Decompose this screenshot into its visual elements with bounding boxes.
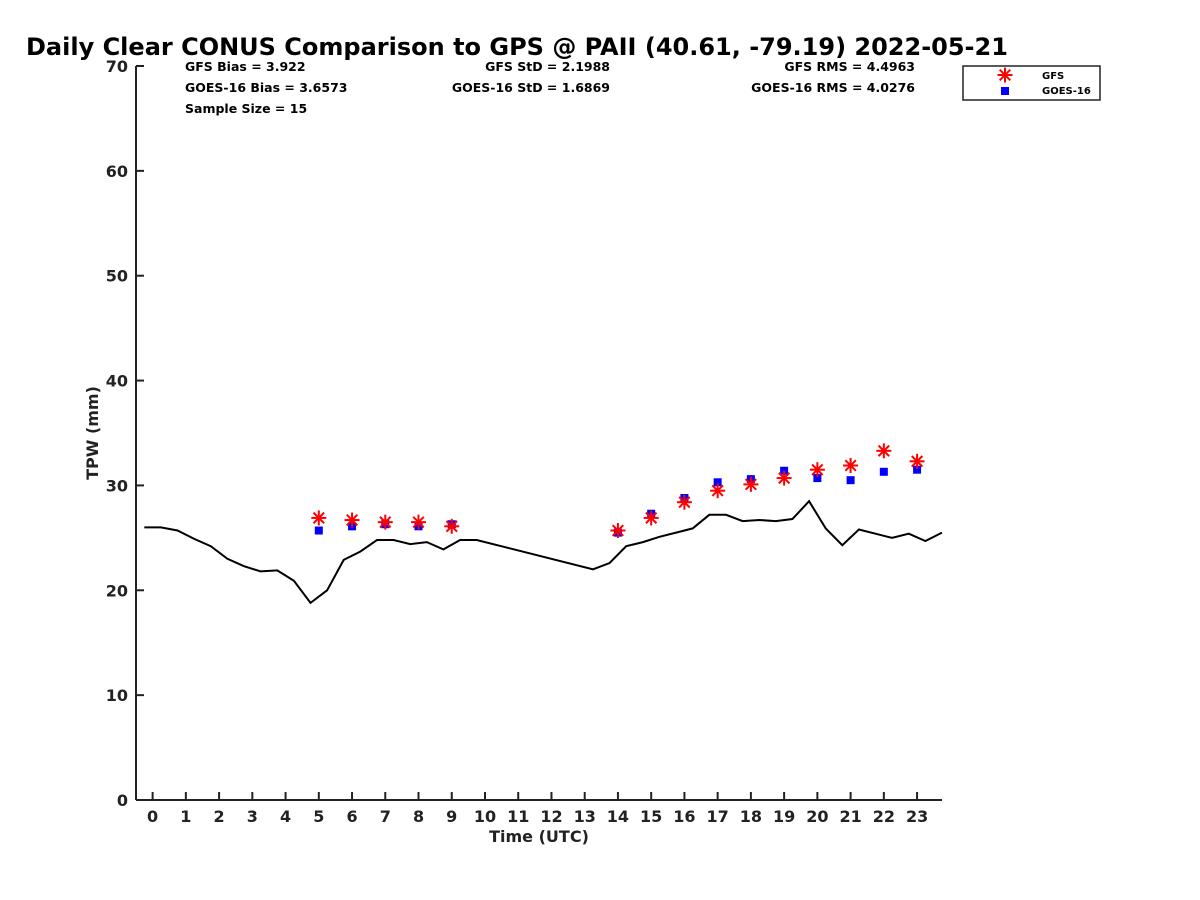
y-ticks: 0 10 20 30 40 50 60 70: [106, 57, 144, 810]
gfs-point: [743, 476, 759, 492]
x-axis-label: Time (UTC): [489, 827, 589, 846]
x-tick-label: 4: [280, 807, 291, 826]
y-tick-label: 70: [106, 57, 128, 76]
goes-16-point: [813, 474, 822, 483]
gfs-point: [311, 510, 327, 526]
x-tick-label: 3: [247, 807, 258, 826]
legend-gfs-asterisk: [997, 67, 1013, 83]
y-tick-label: 30: [106, 476, 128, 495]
goes-bias-stat: GOES-16 Bias = 3.6573: [185, 80, 347, 95]
x-tick-label: 18: [740, 807, 762, 826]
y-tick-label: 50: [106, 267, 128, 286]
chart-title: Daily Clear CONUS Comparison to GPS @ PA…: [26, 33, 1008, 61]
legend-goes-square: [1001, 87, 1009, 95]
x-tick-label: 7: [380, 807, 391, 826]
gfs-rms-stat: GFS RMS = 4.4963: [784, 59, 915, 74]
gfs-point: [676, 494, 692, 510]
x-tick-label: 10: [474, 807, 496, 826]
x-ticks: 0 1 2 3 4 5 6 7 8 9 10 11 12 13 14 15 16 17 18 19 20 21 22 23: [147, 792, 928, 826]
gfs-point: [876, 443, 892, 459]
goes-std-stat: GOES-16 StD = 1.6869: [452, 80, 610, 95]
legend-box: [962, 65, 1101, 101]
sample-size-stat: Sample Size = 15: [185, 101, 307, 116]
gfs-point: [776, 470, 792, 486]
gfs-point: [411, 514, 427, 530]
y-tick-label: 10: [106, 686, 128, 705]
x-tick-label: 19: [773, 807, 795, 826]
x-tick-label: 15: [640, 807, 662, 826]
x-tick-label: 5: [313, 807, 324, 826]
x-tick-label: 11: [507, 807, 529, 826]
y-tick-label: 20: [106, 581, 128, 600]
x-tick-label: 21: [839, 807, 861, 826]
gfs-point: [377, 514, 393, 530]
x-tick-label: 23: [906, 807, 928, 826]
goes-16-point: [913, 465, 922, 474]
x-tick-label: 1: [180, 807, 191, 826]
gfs-point: [909, 453, 925, 469]
x-tick-label: 8: [413, 807, 424, 826]
legend-goes-label: GOES-16: [1042, 86, 1091, 97]
reference-line: [144, 499, 943, 605]
gfs-point: [809, 462, 825, 478]
gfs-bias-stat: GFS Bias = 3.922: [185, 59, 306, 74]
x-tick-label: 17: [707, 807, 729, 826]
y-axis-label: TPW (mm): [83, 386, 102, 480]
gfs-point: [843, 458, 859, 474]
y-tick-label: 60: [106, 162, 128, 181]
x-tick-label: 12: [540, 807, 562, 826]
legend: GFS GOES-16: [962, 65, 1101, 101]
y-tick-label: 40: [106, 372, 128, 391]
x-tick-label: 16: [673, 807, 695, 826]
goes-16-point: [713, 478, 722, 487]
gfs-std-stat: GFS StD = 2.1988: [485, 59, 610, 74]
gfs-point: [643, 510, 659, 526]
goes-16-point: [846, 476, 855, 485]
x-tick-label: 20: [806, 807, 828, 826]
x-tick-label: 14: [607, 807, 629, 826]
x-tick-label: 13: [574, 807, 596, 826]
goes-16-point: [314, 526, 323, 535]
gfs-point: [610, 523, 626, 539]
x-tick-label: 2: [214, 807, 225, 826]
x-tick-label: 6: [346, 807, 357, 826]
goes-16-point: [879, 467, 888, 476]
plot-area: [144, 443, 943, 605]
goes-rms-stat: GOES-16 RMS = 4.0276: [751, 80, 915, 95]
gfs-point: [444, 518, 460, 534]
gfs-point: [710, 483, 726, 499]
legend-goes-marker: [1001, 87, 1009, 95]
x-tick-label: 0: [147, 807, 158, 826]
x-tick-label: 22: [873, 807, 895, 826]
gfs-point: [344, 512, 360, 528]
legend-gfs-label: GFS: [1042, 71, 1064, 82]
y-tick-label: 0: [117, 791, 128, 810]
legend-gfs-marker: [997, 67, 1013, 83]
x-tick-label: 9: [446, 807, 457, 826]
